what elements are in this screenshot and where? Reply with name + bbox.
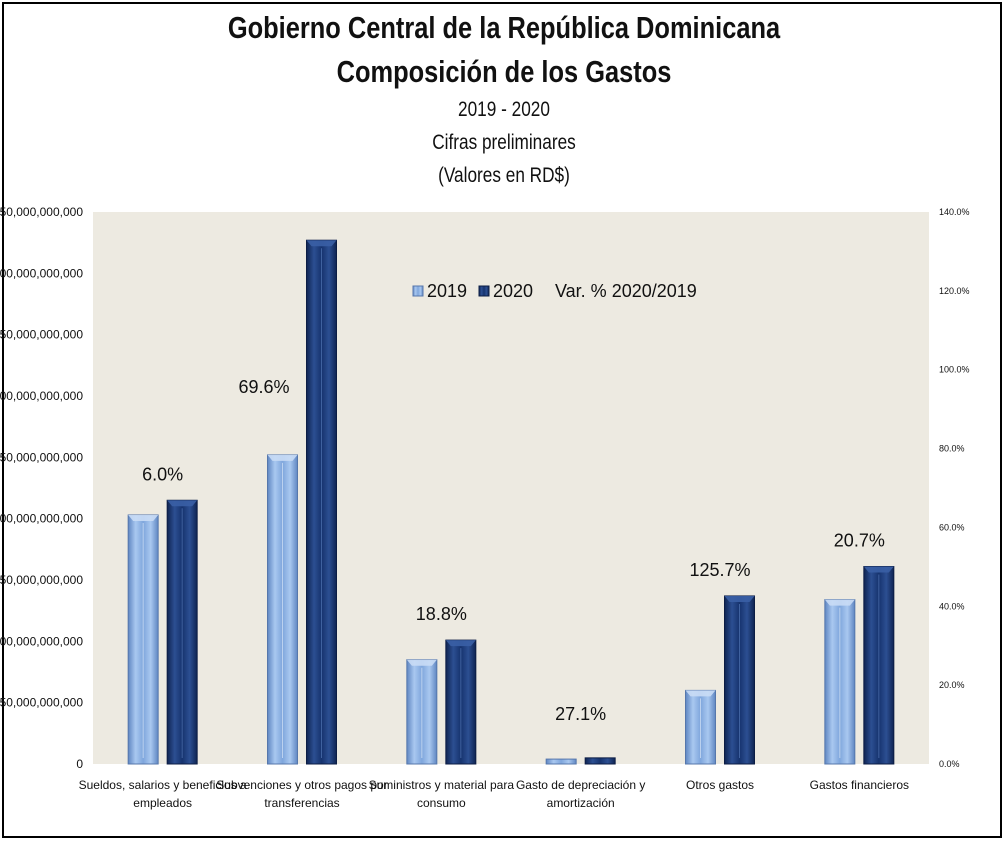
y-tick-label: 0: [76, 757, 83, 771]
category-label: transferencias: [264, 796, 339, 810]
y2-tick-label: 140.0%: [939, 207, 970, 217]
bar-2019-3: [545, 758, 577, 765]
bar-bevel: [128, 514, 159, 521]
category-label: Subvenciones y otros pagos por: [216, 778, 387, 792]
bar-bevel: [445, 640, 476, 647]
bar-bevel: [824, 599, 855, 606]
y2-tick-label: 60.0%: [939, 522, 965, 532]
bar-bevel: [724, 595, 755, 602]
y2-tick-label: 40.0%: [939, 601, 965, 611]
y2-tick-label: 80.0%: [939, 444, 965, 454]
y-tick-label: 450,000,000,000: [0, 205, 83, 219]
bar-2020-3: [584, 757, 616, 765]
y-tick-label: 300,000,000,000: [0, 389, 83, 403]
y-tick-label: 200,000,000,000: [0, 512, 83, 526]
bar-bevel: [685, 690, 716, 697]
category-label: Gastos financieros: [810, 778, 909, 792]
category-label: Sueldos, salarios y beneficios a: [79, 778, 247, 792]
y2-tick-label: 0.0%: [939, 759, 960, 769]
y-tick-label: 50,000,000,000: [0, 696, 83, 710]
legend-label-2019: 2019: [427, 281, 467, 301]
bar-bevel: [406, 659, 437, 666]
category-label: empleados: [133, 796, 192, 810]
category-label: Gasto de depreciación y: [516, 778, 645, 792]
variation-label: 18.8%: [416, 604, 467, 624]
variation-label: 20.7%: [834, 531, 885, 551]
y2-tick-label: 120.0%: [939, 286, 970, 296]
plot-area: [93, 212, 929, 764]
bar-bevel: [306, 240, 337, 247]
y-tick-label: 150,000,000,000: [0, 573, 83, 587]
y-tick-label: 400,000,000,000: [0, 266, 83, 280]
variation-label: 125.7%: [689, 560, 750, 580]
chart-subtitle: Composición de los Gastos: [336, 54, 672, 89]
category-label: amortización: [547, 796, 615, 810]
legend-label-variation: Var. % 2020/2019: [555, 281, 697, 301]
category-label: consumo: [417, 796, 466, 810]
variation-label: 6.0%: [142, 464, 183, 484]
variation-label: 27.1%: [555, 704, 606, 724]
legend: 2019 2020 Var. % 2020/2019: [412, 281, 697, 301]
category-label: Otros gastos: [686, 778, 754, 792]
chart-period: 2019 - 2020: [458, 98, 550, 121]
bar-bevel: [267, 454, 298, 461]
chart-units: (Valores en RD$): [438, 164, 570, 187]
legend-swatch-2020: [478, 285, 490, 297]
legend-label-2020: 2020: [493, 281, 533, 301]
y-tick-label: 250,000,000,000: [0, 450, 83, 464]
category-label: Suministros y material para: [369, 778, 515, 792]
bar-bevel: [167, 500, 198, 507]
y2-tick-label: 100.0%: [939, 365, 970, 375]
y-tick-label: 100,000,000,000: [0, 634, 83, 648]
chart-note: Cifras preliminares: [432, 131, 576, 154]
legend-swatch-2019: [412, 285, 424, 297]
bar-bevel: [863, 566, 894, 573]
y-tick-label: 350,000,000,000: [0, 328, 83, 342]
chart-title: Gobierno Central de la República Dominic…: [227, 10, 781, 45]
variation-label: 69.6%: [238, 377, 289, 397]
y2-tick-label: 20.0%: [939, 680, 965, 690]
